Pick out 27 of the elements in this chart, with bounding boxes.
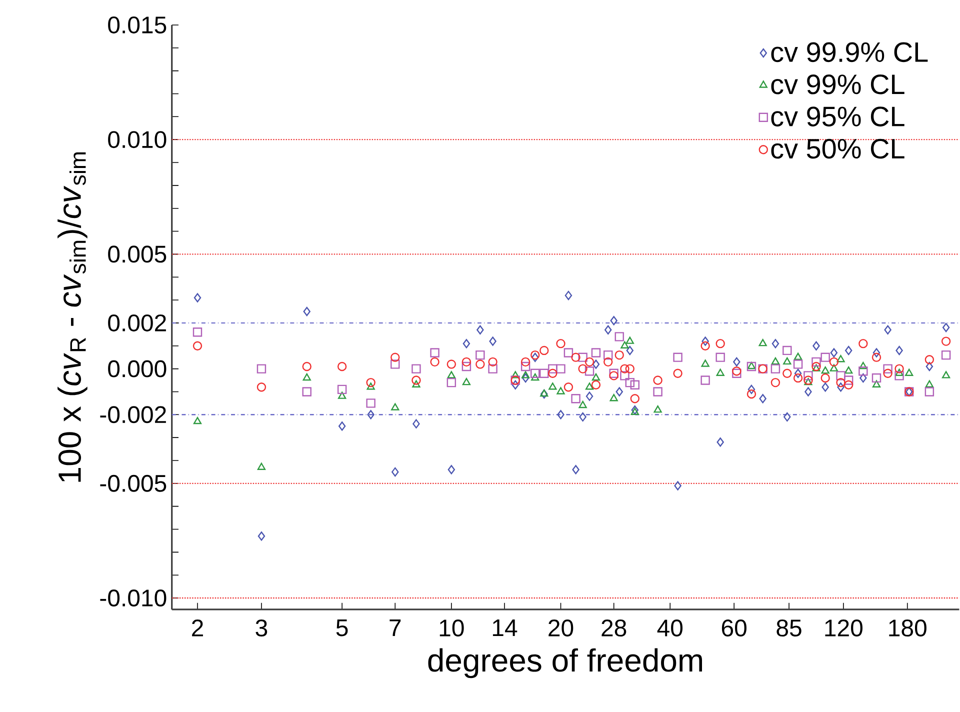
text: 100 x (cv$_{R}$ - cv$_{sim}$)/cv$_{sim}$ xyxy=(58,152,88,482)
y-tick-label: -0.002 xyxy=(100,406,166,423)
x-tick-label: 28 xyxy=(602,619,626,636)
legend-label: cv 99% CL xyxy=(771,74,904,94)
x-tick-label: 60 xyxy=(722,619,746,636)
legend-label: cv 95% CL xyxy=(771,106,904,126)
y-tick-label: -0.005 xyxy=(100,474,166,492)
x-tick-label: 2 xyxy=(192,619,203,636)
y-tick-label: 0.002 xyxy=(108,314,166,332)
y-tick-label: 0.010 xyxy=(108,130,166,148)
y-tick-label: 0.015 xyxy=(108,16,166,34)
x-tick-label: 85 xyxy=(776,619,802,636)
x-tick-label: 10 xyxy=(440,619,464,636)
y-tick-label: 0.000 xyxy=(108,360,166,378)
legend-label: cv 99.9% CL xyxy=(771,42,928,62)
x-tick-label: 7 xyxy=(390,619,401,636)
x-tick-label: 14 xyxy=(492,619,518,636)
y-tick-label: -0.010 xyxy=(100,589,166,606)
x-tick-label: 120 xyxy=(825,619,862,636)
x-tick-label: 20 xyxy=(548,619,574,636)
x-tick-label: 5 xyxy=(336,619,348,636)
x-tick-label: 180 xyxy=(889,619,926,636)
x-axis-title: degrees of freedom xyxy=(428,648,702,678)
x-tick-label: 3 xyxy=(256,619,268,636)
legend-label: cv 50% CL xyxy=(771,138,904,158)
x-tick-label: 40 xyxy=(657,619,683,636)
y-tick-label: 0.005 xyxy=(108,246,166,262)
